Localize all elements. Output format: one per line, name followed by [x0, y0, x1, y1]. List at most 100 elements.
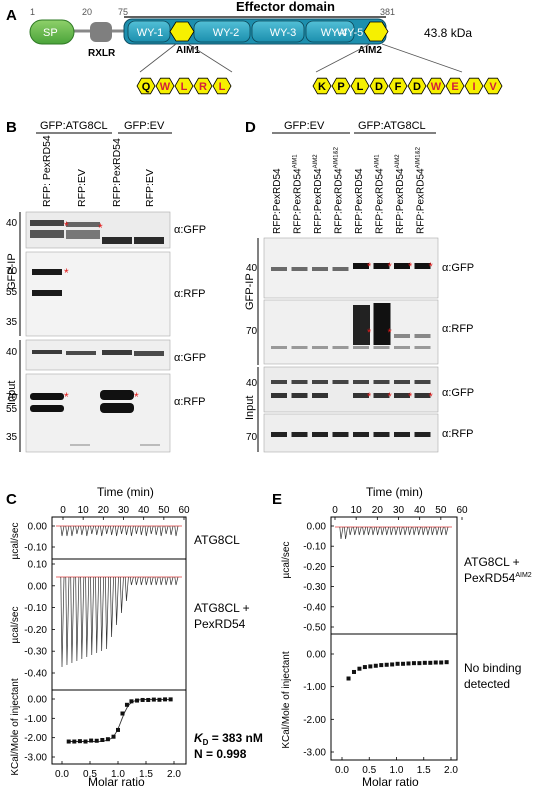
d-blot-ip-rfp [263, 299, 439, 365]
b-mw-35-ip: 35 [6, 317, 18, 328]
c-kd-symbol: K [194, 731, 204, 745]
e-top-trace-spike-20 [430, 526, 435, 536]
c-top-trace-spike-9 [105, 525, 109, 535]
c-xticks-4: 2.0 [167, 769, 181, 780]
c-top-trace-spike-10 [110, 525, 114, 536]
b-lane-label-1: RFP:EV [76, 169, 88, 207]
e-time-ticks-6: 60 [456, 505, 468, 516]
c-fit-curve [67, 698, 172, 742]
e-label-2-base: PexRD54 [464, 571, 516, 585]
e-point-12 [411, 661, 416, 666]
b-mw-55-input: 55 [6, 404, 18, 415]
c-mid-yticks-1: 0.00 [28, 581, 48, 592]
c-top-trace-spike-8 [100, 525, 104, 537]
c-ylabel-top: µcal/sec [10, 523, 21, 560]
d-asterisk-ip-6: * [408, 261, 413, 273]
aim2-seq-residue-0: K [318, 81, 326, 93]
b-ab-gfp-input: α:GFP [174, 352, 206, 364]
panel-b: B GFP:ATG8CL GFP:EV RFP: PexRD54 RFP:EV RF… [6, 119, 206, 453]
b-mw-55-ip: 55 [6, 287, 18, 298]
aim1-seq-residue-1: W [160, 81, 171, 93]
c-bottom-yticks: 0.00 -1.00 -2.00 -3.00 [24, 695, 55, 764]
e-point-8 [390, 662, 395, 667]
panel-letter-e: E [272, 491, 282, 508]
c-xlabel: Molar ratio [88, 775, 145, 789]
d-lane-label-1: RFP:PexRD54AIM1 [293, 154, 304, 234]
panel-d: D GFP:EV GFP:ATG8CL RFP:PexRD54 RFP:PexRD… [244, 119, 474, 453]
e-point-7 [384, 662, 389, 667]
c-mid-label-1: ATG8CL + [194, 601, 250, 615]
aim2-seq-hex-8 [464, 77, 484, 95]
c-time-ticks-6: 60 [178, 505, 190, 516]
d-lane-labels: RFP:PexRD54 RFP:PexRD54AIM1 RFP:PexRD54AIM… [272, 146, 427, 234]
c-time-label: Time (min) [97, 485, 154, 499]
c-xticks-2: 1.0 [111, 769, 125, 780]
c-mid-trace-spike-14 [129, 576, 134, 586]
e-top-yticks: 0.00 -0.10 -0.20 -0.30 -0.40 -0.50 [303, 522, 334, 634]
e-top-yticks-5: -0.50 [303, 623, 326, 634]
e-top-trace-spike-12 [394, 526, 399, 536]
c-top-trace-spike-2 [70, 525, 75, 537]
d-asterisk-input-6: * [408, 391, 413, 403]
e-bottom-yticks-0: 0.00 [307, 650, 327, 661]
b-asterisk-4: * [64, 390, 69, 404]
e-time-ticks-4: 40 [414, 505, 426, 516]
b-mw-40-ip: 40 [6, 218, 18, 229]
c-point-10 [120, 711, 125, 716]
e-top-trace-spike-23 [444, 526, 449, 536]
c-mid-yticks-2: -0.10 [24, 603, 47, 614]
c-bottom-yticks-0: 0.00 [28, 695, 48, 706]
c-mid-trace-spike-18 [149, 576, 154, 586]
c-point-3 [83, 739, 88, 744]
aim2-seq-residue-2: L [357, 81, 364, 93]
e-point-13 [417, 661, 422, 666]
b-lane-label-2: RFP:PexRD54 [111, 138, 123, 207]
c-point-1 [72, 739, 77, 744]
d-asterisk-input-4: * [367, 391, 372, 403]
wy-domain-label-2: WY-2 [213, 27, 240, 39]
c-mid-yticks: 0.10 0.00 -0.10 -0.20 -0.30 -0.40 [24, 560, 55, 680]
c-point-15 [146, 697, 151, 702]
aim1-seq-hex-0 [136, 77, 156, 95]
panel-letter-d: D [245, 119, 256, 136]
sp-label: SP [43, 27, 58, 39]
c-top-trace-spike-16 [139, 525, 144, 536]
e-nobind-2: detected [464, 677, 510, 691]
e-ylabel-top: µcal/sec [281, 542, 292, 579]
aim1-hexagon [169, 21, 195, 42]
e-point-6 [379, 663, 384, 668]
e-xticks-2: 1.0 [390, 765, 404, 776]
e-time-ticks: 0 10 20 30 40 50 60 [332, 505, 468, 520]
e-top-trace-spike-17 [417, 526, 421, 536]
aim2-seq-residue-5: D [413, 81, 421, 93]
c-mid-trace-spike-9 [105, 576, 109, 650]
e-xticks-1: 0.5 [362, 765, 376, 776]
effector-domain-title: Effector domain [236, 0, 335, 14]
c-top-trace-spike-18 [149, 525, 154, 535]
aim1-seq-residue-4: L [219, 81, 226, 93]
e-top-yticks-4: -0.40 [303, 602, 326, 613]
c-time-ticks-0: 0 [60, 505, 66, 516]
e-xticks-0: 0.0 [335, 765, 349, 776]
e-point-9 [395, 661, 400, 666]
e-top-trace-spike-21 [435, 526, 440, 536]
wy-domain-label-3: WY-3 [270, 27, 297, 39]
pos-20: 20 [82, 7, 92, 17]
c-point-17 [157, 697, 162, 702]
c-binding-points [66, 697, 173, 744]
pos-1: 1 [30, 7, 35, 17]
b-lane-labels: RFP: PexRD54 RFP:EV RFP:PexRD54 RFP:EV [41, 135, 156, 207]
c-mid-trace-spike-10 [110, 576, 114, 638]
b-section-gfp-ip: GFP-IP [6, 253, 18, 290]
e-label-1: ATG8CL + [464, 555, 520, 569]
b-mw-35-input: 35 [6, 432, 18, 443]
d-mw-40-ip: 40 [246, 263, 258, 274]
c-mid-trace-spike-20 [159, 576, 164, 586]
e-xticks: 0.0 0.5 1.0 1.5 2.0 [335, 757, 458, 776]
c-mid-trace-spike-21 [164, 576, 169, 586]
c-xticks: 0.0 0.5 1.0 1.5 2.0 [55, 761, 181, 780]
c-top-trace-spike-19 [154, 525, 159, 536]
c-point-12 [129, 699, 134, 704]
c-top-trace-spike-17 [144, 525, 149, 537]
